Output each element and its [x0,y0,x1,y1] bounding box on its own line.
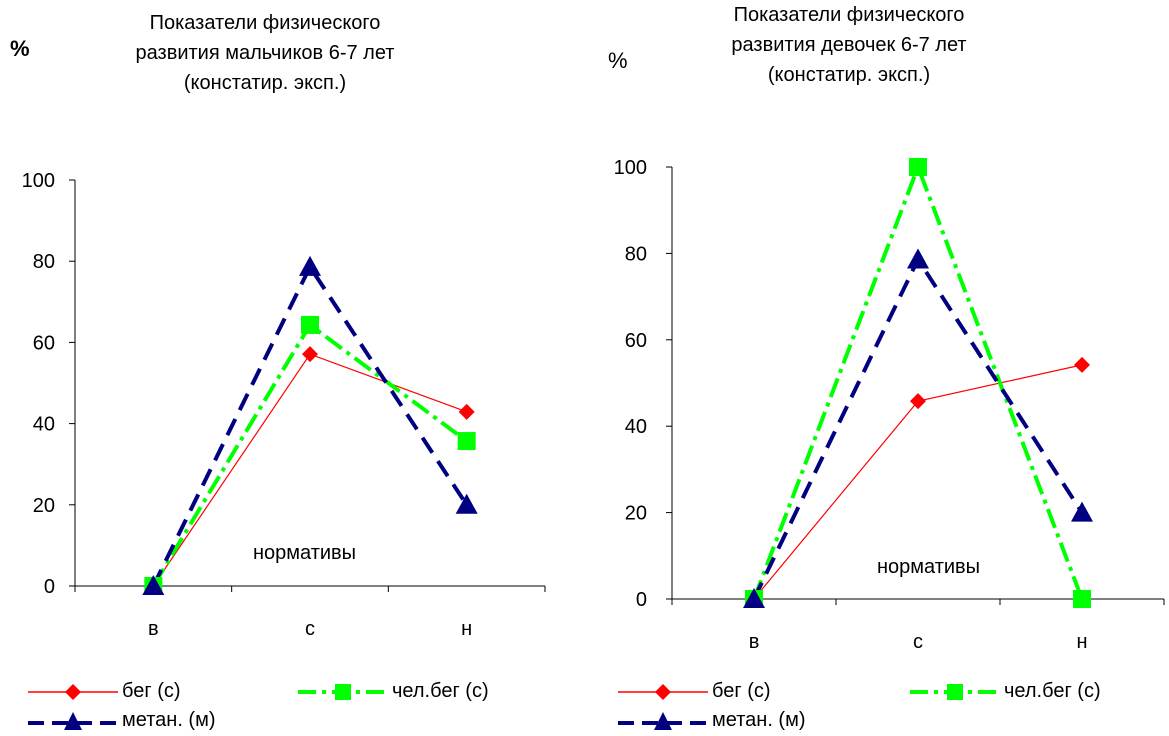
y-tick-label: 100 [614,157,647,179]
legend-label: чел.бег (с) [392,680,489,702]
chart-girls: % Показатели физического развития девоче… [584,0,1169,736]
x-tick-label: в [749,631,760,653]
legend-swatch-metan [618,711,708,730]
series-line [151,262,469,587]
x-tick-label: н [1076,631,1087,653]
y-tick-label: 0 [44,576,55,598]
legend-item: чел.бег (с) [910,680,1101,703]
y-tick-label: 60 [625,330,647,352]
data-point [302,346,318,363]
y-tick-label: 0 [636,589,647,611]
legend-item: чел.бег (с) [298,680,489,703]
y-tick-label: 80 [625,243,647,265]
chart-boys: % Показатели физического развития мальчи… [0,0,584,736]
data-point [1073,590,1091,608]
y-tick-label: 40 [33,414,55,436]
legend-label: метан. (м) [122,709,216,731]
y-tick-label: 20 [33,495,55,517]
y-axis-label: % [608,48,628,73]
legend-swatch-metan [28,711,118,730]
legend-item: бег (с) [28,680,181,703]
chart-title: Показатели физического развития девочек … [731,4,967,86]
annotation-normativy: нормативы [877,556,981,578]
data-point [458,403,475,420]
legend-item: бег (с) [618,680,771,703]
data-point [455,493,478,514]
legend-label: бег (с) [122,680,181,702]
y-tick-label: 100 [22,170,55,192]
data-point [299,255,321,276]
legend-swatch-beg [618,683,708,700]
y-tick-label: 20 [625,503,647,525]
data-point [909,158,927,176]
data-point [743,588,765,608]
data-point [142,575,165,595]
plot-area: 0 20 40 60 80 100 в с н [614,157,1165,653]
series-line [752,255,1084,600]
y-axis-label: % [10,36,30,61]
x-tick-label: с [913,631,923,653]
legend-item: метан. (м) [28,709,216,732]
data-point [907,248,929,269]
data-point [457,432,476,451]
y-tick-label: 60 [33,332,55,354]
plot-area: 0 20 40 60 80 100 в с н [22,170,546,640]
legend-label: бег (с) [712,680,771,702]
legend-item: метан. (м) [618,709,806,732]
legend-swatch-chelbeg [910,683,1000,700]
data-point [1074,356,1090,373]
legend-swatch-beg [28,683,118,700]
legend-label: чел.бег (с) [1004,680,1101,702]
x-tick-label: н [461,618,472,640]
chart-title: Показатели физического развития мальчико… [135,12,395,94]
x-tick-label: в [148,618,159,640]
legend-label: метан. (м) [712,709,806,731]
y-tick-label: 80 [33,251,55,273]
series-line [752,161,1084,600]
data-point [301,315,319,334]
y-tick-label: 40 [625,416,647,438]
legend-swatch-chelbeg [298,683,388,700]
data-point [1071,501,1093,522]
annotation-normativy: нормативы [253,542,357,564]
x-tick-label: с [305,618,315,640]
data-point [910,393,926,410]
